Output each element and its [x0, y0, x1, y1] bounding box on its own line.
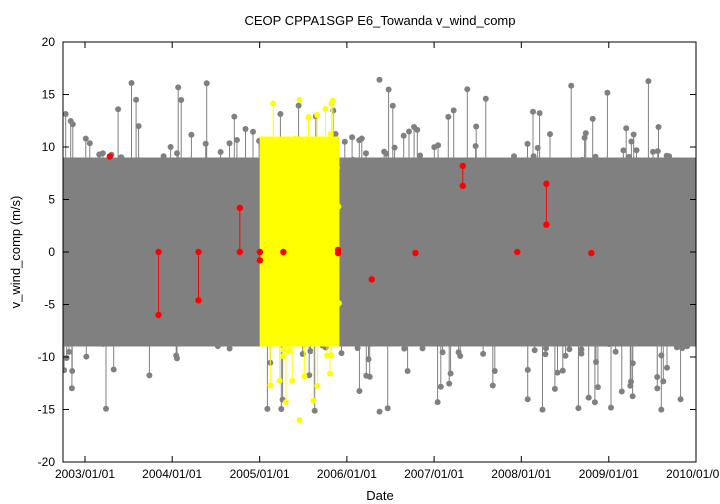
y-tick-label: -10 — [38, 350, 56, 364]
flagged-point — [106, 153, 114, 160]
flagged-point — [280, 248, 287, 256]
y-axis: -20 -15 -10 -5 0 5 10 15 20 — [38, 35, 696, 469]
flagged-point — [236, 204, 244, 212]
x-tick-label: 2010/01/01 — [666, 467, 720, 481]
gray-point — [692, 166, 696, 173]
x-tick-label: 2005/01/01 — [230, 467, 290, 481]
flagged-point — [195, 248, 202, 256]
flagged-point — [412, 249, 419, 257]
x-tick-label: 2007/01/01 — [404, 467, 464, 481]
y-tick-label: -20 — [38, 455, 56, 469]
x-tick-label: 2003/01/01 — [55, 467, 115, 481]
y-tick-label: -15 — [38, 403, 56, 417]
flagged-point — [256, 248, 264, 256]
x-tick-label: 2006/01/01 — [317, 467, 377, 481]
yellow-series — [259, 96, 342, 423]
flagged-point — [459, 162, 466, 170]
gray-max-point — [376, 76, 383, 83]
chart-title: CEOP CPPA1SGP E6_Towanda v_wind_comp — [245, 13, 516, 28]
flagged-points-layer — [106, 153, 595, 319]
gray-min-point — [376, 408, 383, 415]
x-tick-label: 2008/01/01 — [491, 467, 551, 481]
gray-spikes — [63, 81, 696, 411]
yellow-min-point — [296, 417, 303, 423]
x-axis-title: Date — [366, 488, 393, 503]
flagged-point — [514, 248, 521, 256]
flagged-point — [543, 221, 550, 228]
yellow-spikes — [262, 100, 340, 403]
flagged-point — [459, 182, 466, 190]
flagged-point — [256, 257, 264, 264]
x-axis: 2003/01/01 2004/01/01 2005/01/01 2006/01/01… — [55, 42, 720, 481]
flagged-point — [588, 249, 595, 257]
yellow-max-point — [296, 96, 303, 103]
y-tick-label: 0 — [48, 245, 55, 259]
y-tick-label: 10 — [42, 140, 56, 154]
y-tick-label: 20 — [42, 35, 56, 49]
y-tick-label: 15 — [42, 88, 56, 102]
x-tick-label: 2009/01/01 — [579, 467, 639, 481]
flagged-point — [195, 297, 202, 304]
y-axis-title: v_wind_comp (m/s) — [8, 196, 23, 309]
flagged-point — [155, 311, 162, 319]
y-tick-label: 5 — [48, 193, 55, 207]
flagged-point — [543, 180, 550, 187]
flagged-point — [155, 248, 162, 256]
x-tick-label: 2004/01/01 — [142, 467, 202, 481]
flagged-point — [236, 248, 244, 256]
flagged-point — [334, 249, 342, 257]
y-tick-label: -5 — [44, 298, 55, 312]
flagged-point — [368, 276, 375, 283]
